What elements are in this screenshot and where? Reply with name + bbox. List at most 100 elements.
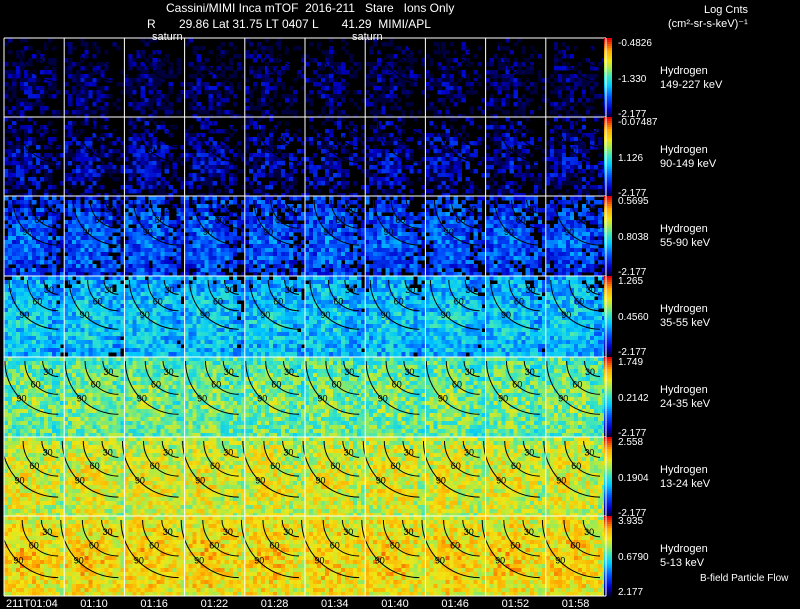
heatmap-cell [272,260,278,265]
heatmap-cell [136,153,141,158]
heatmap-cell [345,42,350,47]
pitch-angle-contour [212,120,239,148]
heatmap-cell [393,204,398,209]
heatmap-cell [369,149,374,154]
heatmap-cell [497,157,502,162]
heatmap-cell [204,252,209,257]
heatmap-cell [389,94,394,99]
contour-label: 60 [337,134,347,144]
heatmap-cell [40,125,45,130]
heatmap-cell [248,70,254,75]
heatmap-cell [493,82,498,87]
heatmap-cell [425,137,430,142]
heatmap-cell [393,145,398,150]
heatmap-cell [232,260,238,265]
heatmap-cell [284,141,290,146]
heatmap-cell [184,133,189,138]
heatmap-cell [433,220,438,225]
heatmap-cell [108,173,113,178]
heatmap-cell [40,228,45,233]
heatmap-cell [216,149,222,154]
heatmap-cell [357,232,362,237]
heatmap-cell [20,220,25,225]
heatmap-cell [216,145,222,150]
heatmap-cell [445,220,450,225]
heatmap-cell [593,117,599,122]
heatmap-cell [8,236,13,241]
heatmap-cell [397,117,402,122]
heatmap-cell [369,165,374,170]
heatmap-cell [40,260,45,265]
heatmap-cell [365,38,370,43]
heatmap-cell [284,133,290,138]
heatmap-cell [321,145,326,150]
heatmap-cell [88,70,93,75]
heatmap-cell [36,145,41,150]
heatmap-cell [449,58,454,63]
colorbar-step [604,161,612,164]
heatmap-cell [385,62,390,67]
heatmap-cell [433,165,438,170]
heatmap-cell [341,212,346,217]
heatmap-cell [389,90,394,95]
heatmap-cell [272,110,278,115]
heatmap-cell [24,38,29,43]
heatmap-cell [32,224,37,229]
heatmap-cell [349,66,354,71]
heatmap-cell [88,141,93,146]
heatmap-cell [116,220,121,225]
heatmap-cell [176,248,181,253]
heatmap-cell [144,224,149,229]
heatmap-cell [381,157,386,162]
contour-label: 60 [156,134,166,144]
heatmap-cell [284,216,290,221]
heatmap-cell [405,102,410,107]
heatmap-cell [381,86,386,91]
heatmap-cell [164,165,169,170]
heatmap-cell [417,137,422,142]
heatmap-cell [457,260,462,265]
heatmap-cell [112,196,117,201]
heatmap-cell [284,252,290,257]
heatmap-cell [292,114,298,119]
heatmap-cell [465,82,470,87]
heatmap-cell [80,212,85,217]
heatmap-cell [353,157,358,162]
heatmap-cell [108,224,113,229]
heatmap-cell [60,240,65,245]
heatmap-cell [160,200,165,205]
heatmap-cell [24,260,29,265]
heatmap-cell [212,232,217,237]
heatmap-cell [200,248,205,253]
heatmap-cell [369,220,374,225]
heatmap-cell [264,272,270,277]
pitch-angle-contour [439,41,480,83]
heatmap-cell [208,268,213,273]
heatmap-cell [309,272,314,277]
heatmap-cell [445,232,450,237]
heatmap-cell [120,256,125,261]
heatmap-cell [192,236,197,241]
heatmap-cell [124,264,129,269]
heatmap-cell [260,114,266,119]
heatmap-cell [16,181,21,186]
heatmap-cell [288,240,294,245]
heatmap-cell [469,110,474,115]
heatmap-cell [353,224,358,229]
heatmap-cell [4,272,9,277]
heatmap-cell [437,268,442,273]
heatmap-cell [148,74,153,79]
heatmap-cell [136,196,141,201]
heatmap-cell [373,82,378,87]
heatmap-cell [116,169,121,174]
contour-label: 30 [346,204,356,214]
heatmap-cell [8,117,13,122]
heatmap-cell [268,224,274,229]
heatmap-cell [120,90,125,95]
heatmap-cell [204,228,209,233]
heatmap-cell [565,169,571,174]
heatmap-cell [20,200,25,205]
heatmap-cell [489,161,494,166]
heatmap-cell [292,248,298,253]
heatmap-cell [232,173,238,178]
